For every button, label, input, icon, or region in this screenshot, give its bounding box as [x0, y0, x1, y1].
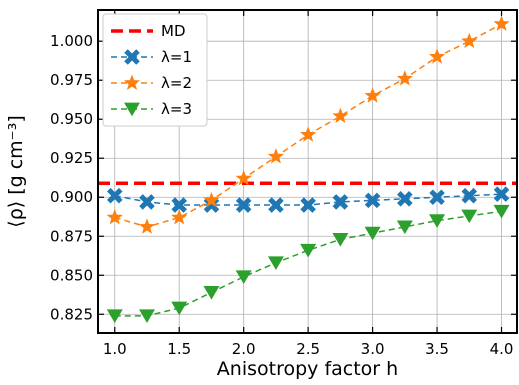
x-tick-label: 2.5: [296, 340, 320, 358]
data-point: [267, 148, 284, 164]
marker-stroke: [203, 197, 220, 213]
marker-stroke: [332, 194, 349, 210]
data-point: [493, 186, 510, 202]
legend-box: [102, 13, 208, 127]
data-point: [267, 256, 284, 270]
legend-item: λ=1: [111, 48, 192, 66]
marker-stroke: [124, 49, 140, 65]
series-star: [106, 15, 510, 234]
data-point: [138, 309, 155, 324]
y-axis-label: ⟨ρ⟩ [g cm⁻³]: [5, 115, 27, 227]
marker-stroke: [139, 194, 155, 210]
legend-item: MD: [111, 22, 186, 40]
data-point: [268, 197, 284, 213]
legend-item: λ=2: [111, 74, 192, 92]
data-point: [235, 270, 252, 285]
data-point: [106, 209, 123, 225]
data-point: [364, 87, 381, 103]
legend-label: MD: [161, 22, 186, 40]
data-point: [461, 187, 478, 204]
data-point: [461, 32, 478, 49]
marker-stroke: [235, 197, 252, 213]
data-point: [171, 197, 187, 213]
data-point: [106, 309, 123, 324]
marker-stroke: [106, 187, 123, 204]
legend-marker: [124, 102, 140, 117]
marker-stroke: [300, 197, 316, 213]
data-point: [332, 107, 349, 123]
legend-label: λ=3: [161, 100, 192, 118]
y-tick-label: 0.900: [50, 188, 93, 206]
y-tick-label: 0.925: [50, 149, 93, 167]
data-point: [300, 243, 317, 258]
series-x: [106, 186, 510, 213]
data-point: [106, 187, 123, 204]
data-point: [138, 218, 156, 234]
marker-stroke: [461, 187, 478, 204]
data-point: [396, 220, 413, 235]
legend-marker: [124, 49, 140, 65]
data-point: [493, 15, 510, 31]
y-tick-label: 0.875: [50, 227, 93, 245]
data-point: [364, 226, 381, 241]
data-point: [396, 70, 413, 86]
marker-stroke: [493, 186, 510, 202]
plot-frame: [97, 9, 518, 334]
y-tick-label: 0.975: [50, 71, 93, 89]
x-tick-label: 4.0: [490, 340, 514, 358]
series-layer: [106, 15, 510, 324]
x-tick-label: 3.0: [361, 340, 385, 358]
legend: MD λ=1 λ=2 λ=3: [102, 13, 208, 127]
ticks: 1.0 1.5 2.0 2.5 3.0 3.5 4.0 0.825 0.850 0.875 0.90…: [50, 10, 517, 358]
data-point: [235, 170, 252, 186]
x-tick-label: 2.0: [232, 340, 256, 358]
x-tick-label: 1.0: [103, 340, 127, 358]
marker-stroke: [268, 197, 284, 213]
data-point: [203, 191, 220, 208]
data-point: [461, 209, 478, 224]
data-point: [171, 301, 188, 316]
legend-item: λ=3: [111, 100, 192, 118]
data-point: [429, 189, 445, 206]
y-tick-label: 0.825: [50, 305, 93, 323]
data-point: [171, 209, 188, 225]
data-point: [139, 194, 155, 210]
data-point: [300, 197, 316, 213]
legend-marker: [123, 74, 141, 90]
data-point: [203, 286, 220, 300]
marker-stroke: [171, 197, 187, 213]
legend-label: λ=2: [161, 74, 192, 92]
marker-stroke: [397, 191, 413, 207]
data-point: [332, 194, 349, 210]
data-point: [332, 232, 349, 247]
marker-stroke: [429, 189, 445, 206]
y-tick-label: 1.000: [50, 32, 93, 50]
data-point: [493, 204, 510, 219]
data-point: [397, 191, 413, 207]
y-tick-label: 0.850: [50, 266, 93, 284]
data-point: [429, 214, 446, 228]
x-tick-label: 1.5: [167, 340, 191, 358]
series-triangle-down: [106, 204, 510, 324]
x-axis-label: Anisotropy factor h: [217, 358, 398, 380]
y-tick-label: 0.950: [50, 110, 93, 128]
marker-stroke: [364, 192, 381, 209]
data-point: [364, 192, 381, 209]
x-tick-label: 3.5: [425, 340, 449, 358]
data-point: [203, 197, 220, 213]
data-point: [428, 48, 446, 64]
data-point: [235, 197, 252, 213]
legend-label: λ=1: [161, 48, 192, 66]
data-point: [300, 126, 317, 142]
